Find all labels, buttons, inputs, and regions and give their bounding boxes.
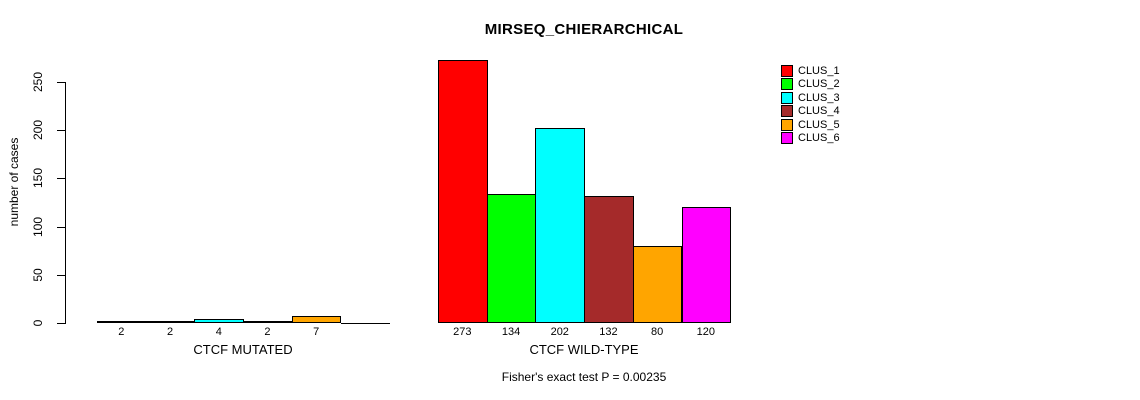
y-tick (57, 226, 65, 228)
legend-swatch-clus_4 (781, 105, 793, 118)
y-axis-title: number of cases (7, 137, 21, 227)
bar-value-label: 134 (501, 326, 521, 338)
y-tick-label: 250 (31, 71, 45, 93)
y-tick-label: 50 (31, 268, 45, 282)
legend-swatch-clus_6 (781, 132, 793, 144)
bar-clus_5-ctcf-mutated (291, 316, 342, 323)
y-axis-line (65, 82, 66, 324)
y-tick (57, 130, 65, 132)
bar-clus_4-ctcf-mutated (243, 321, 293, 323)
bar-value-label: 120 (696, 326, 716, 338)
bar-clus_1-ctcf-mutated (97, 321, 147, 323)
legend-swatch-clus_2 (781, 78, 793, 91)
legend-label-clus_5: CLUS_5 (798, 118, 840, 131)
bar-value-label: 7 (313, 326, 320, 338)
y-tick-label: 150 (31, 168, 45, 189)
group-label-ctcf-mutated: CTCF MUTATED (193, 342, 293, 357)
group-label-ctcf-wild-type: CTCF WILD-TYPE (529, 342, 639, 357)
bar-clus_6-ctcf-mutated (340, 323, 391, 324)
bar-clus_3-ctcf-wild-type (535, 128, 586, 323)
y-tick-label: 0 (31, 319, 45, 327)
bar-clus_2-ctcf-mutated (145, 321, 196, 323)
y-tick (57, 178, 65, 180)
legend-label-clus_6: CLUS_6 (798, 132, 840, 144)
legend-label-clus_2: CLUS_2 (798, 78, 840, 91)
legend-swatch-clus_1 (781, 65, 793, 77)
y-tick (57, 274, 65, 276)
y-tick (57, 323, 65, 324)
bar-value-label: 202 (550, 326, 569, 338)
bar-clus_5-ctcf-wild-type (632, 246, 683, 323)
legend-label-clus_4: CLUS_4 (798, 105, 840, 118)
y-tick-label: 200 (31, 120, 45, 141)
bar-clus_4-ctcf-wild-type (584, 196, 634, 323)
bar-value-label: 273 (453, 326, 472, 338)
bar-value-label: 4 (215, 326, 222, 338)
y-tick-label: 100 (31, 216, 45, 237)
bar-value-label: 2 (166, 326, 174, 338)
y-tick (57, 82, 65, 83)
bar-value-label: 2 (264, 326, 271, 338)
fisher-test-annotation: Fisher's exact test P = 0.00235 (501, 370, 667, 384)
legend-label-clus_3: CLUS_3 (798, 91, 840, 104)
bar-clus_2-ctcf-wild-type (486, 194, 537, 323)
legend-swatch-clus_3 (781, 91, 793, 104)
legend-label-clus_1: CLUS_1 (798, 65, 840, 77)
bar-clus_6-ctcf-wild-type (681, 207, 732, 323)
chart-title: MIRSEQ_CHIERARCHICAL (484, 21, 684, 38)
bar-clus_1-ctcf-wild-type (438, 60, 488, 323)
bar-value-label: 2 (118, 326, 125, 338)
legend-swatch-clus_5 (781, 118, 793, 131)
bar-value-label: 80 (651, 326, 664, 338)
bar-value-label: 132 (599, 326, 618, 338)
bar-clus_3-ctcf-mutated (194, 319, 245, 323)
